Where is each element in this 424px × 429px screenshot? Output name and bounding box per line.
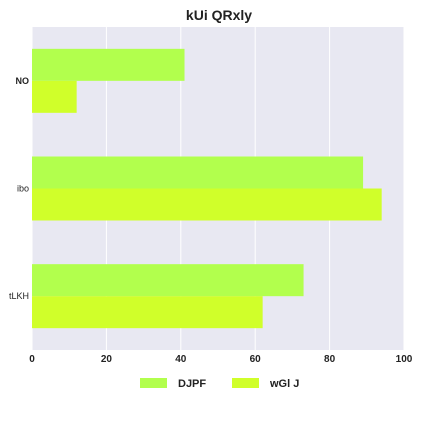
bar-djpf-ibo [32, 156, 364, 189]
bar-wgl-j-ibo [32, 188, 382, 221]
x-axis: 0 20 40 60 80 100 [29, 354, 413, 365]
x-tick-label: 0 [29, 354, 35, 365]
bar-djpf-tlkh [32, 264, 304, 297]
y-axis: NO ibo tLKH [9, 76, 29, 301]
legend-swatch[interactable] [140, 378, 167, 388]
x-tick-label: 20 [101, 354, 113, 365]
y-tick-label: tLKH [9, 291, 29, 301]
legend[interactable]: DJPF wGl J [140, 378, 299, 390]
x-tick-label: 60 [250, 354, 262, 365]
y-tick-label: ibo [17, 184, 29, 194]
bar-djpf-no [32, 48, 185, 81]
bar-wgl-j-no [32, 80, 77, 113]
x-tick-label: 40 [175, 354, 187, 365]
bars [32, 48, 382, 329]
bar-wgl-j-tlkh [32, 296, 263, 329]
x-tick-label: 100 [396, 354, 413, 365]
legend-label[interactable]: DJPF [178, 378, 206, 390]
x-tick-label: 80 [324, 354, 336, 365]
legend-label[interactable]: wGl J [269, 378, 299, 390]
y-tick-label: NO [16, 76, 30, 86]
legend-swatch[interactable] [232, 378, 259, 388]
chart-title: kUi QRxly [186, 7, 252, 23]
